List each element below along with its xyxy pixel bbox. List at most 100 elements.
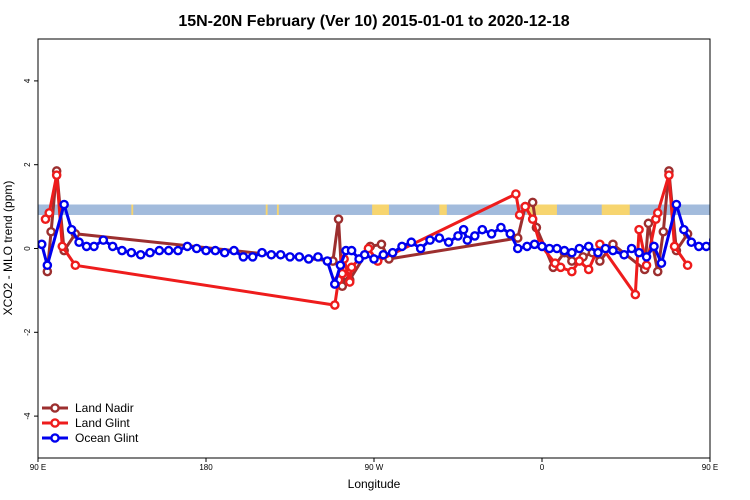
data-point-land-nadir bbox=[376, 239, 387, 250]
data-point-ocean-glint bbox=[275, 249, 286, 260]
land-segment bbox=[265, 204, 268, 215]
data-point-ocean-glint bbox=[583, 241, 594, 252]
data-point-ocean-glint bbox=[81, 241, 92, 252]
data-point-ocean-glint bbox=[529, 239, 540, 250]
x-tick-label: 0 bbox=[540, 463, 545, 472]
data-point-land-glint bbox=[669, 241, 680, 252]
data-point-land-glint bbox=[511, 189, 521, 199]
y-axis: -4 -2 0 2 4 bbox=[23, 78, 38, 420]
data-point-land-glint bbox=[344, 277, 355, 287]
data-point-ocean-glint bbox=[59, 199, 69, 210]
data-point-ocean-glint bbox=[734, 249, 741, 256]
data-point-ocean-glint bbox=[42, 260, 53, 271]
data-point-land-glint bbox=[527, 214, 538, 224]
x-tick-label: 90 E bbox=[702, 463, 718, 472]
data-point-ocean-glint bbox=[443, 237, 454, 248]
x-tick-label: 90 E bbox=[30, 463, 46, 472]
data-point-ocean-glint bbox=[397, 241, 407, 252]
land-segment bbox=[725, 205, 732, 215]
data-point-ocean-glint bbox=[257, 247, 267, 258]
data-point-ocean-glint bbox=[656, 258, 667, 268]
x-axis-label: Longitude bbox=[348, 477, 401, 491]
data-point-ocean-glint bbox=[415, 243, 426, 254]
data-point-ocean-glint bbox=[744, 251, 750, 258]
data-point-land-glint bbox=[641, 260, 652, 271]
data-point-ocean-glint bbox=[649, 241, 659, 252]
data-point-ocean-glint bbox=[117, 245, 127, 256]
data-point-land-nadir bbox=[658, 226, 669, 237]
data-point-ocean-glint bbox=[671, 199, 682, 210]
data-point-ocean-glint bbox=[369, 254, 379, 264]
y-tick-label: -4 bbox=[23, 412, 32, 420]
data-point-ocean-glint bbox=[626, 243, 637, 254]
legend-label-land-glint: Land Glint bbox=[75, 416, 130, 430]
data-point-ocean-glint bbox=[201, 245, 211, 256]
data-point-ocean-glint bbox=[294, 252, 305, 262]
data-point-land-glint bbox=[346, 262, 357, 273]
legend-marker-land-nadir bbox=[50, 403, 60, 413]
data-point-ocean-glint bbox=[593, 247, 603, 258]
data-point-land-glint bbox=[574, 256, 585, 266]
data-point-ocean-glint bbox=[322, 256, 333, 266]
data-point-ocean-glint bbox=[608, 245, 618, 256]
data-point-ocean-glint bbox=[359, 249, 370, 260]
data-point-land-nadir bbox=[595, 256, 605, 266]
data-point-ocean-glint bbox=[496, 222, 506, 233]
data-point-ocean-glint bbox=[406, 237, 417, 248]
data-point-ocean-glint bbox=[477, 224, 488, 235]
data-point-land-glint bbox=[583, 264, 594, 275]
data-point-land-glint bbox=[555, 262, 566, 273]
x-axis: 90 E 180 90 W 0 90 E bbox=[30, 458, 718, 472]
data-point-ocean-glint bbox=[725, 247, 732, 254]
legend-label-land-nadir: Land Nadir bbox=[75, 401, 134, 415]
data-point-ocean-glint bbox=[210, 245, 221, 256]
data-point-ocean-glint bbox=[453, 231, 463, 241]
data-point-land-glint bbox=[70, 260, 81, 271]
data-point-land-glint bbox=[664, 170, 674, 180]
land-segment bbox=[439, 204, 447, 215]
data-point-ocean-glint bbox=[229, 245, 239, 256]
data-point-land-nadir bbox=[333, 214, 344, 224]
data-point-ocean-glint bbox=[107, 241, 118, 252]
data-point-ocean-glint bbox=[303, 254, 314, 264]
data-point-ocean-glint bbox=[425, 235, 435, 245]
data-point-ocean-glint bbox=[641, 252, 652, 262]
data-point-ocean-glint bbox=[462, 235, 473, 245]
data-point-land-glint bbox=[51, 170, 62, 180]
land-segment bbox=[372, 204, 389, 215]
data-point-ocean-glint bbox=[619, 249, 629, 260]
data-point-land-glint bbox=[329, 300, 340, 310]
land-segment bbox=[131, 204, 134, 215]
data-point-land-glint bbox=[634, 224, 644, 235]
series-land-glint bbox=[40, 170, 693, 310]
y-tick-label: 2 bbox=[23, 162, 32, 167]
data-point-ocean-glint bbox=[434, 233, 445, 243]
series-ocean-glint bbox=[38, 199, 750, 289]
plot-area bbox=[37, 38, 750, 459]
data-point-ocean-glint bbox=[701, 241, 710, 252]
data-point-ocean-glint bbox=[378, 249, 389, 260]
data-point-land-nadir bbox=[567, 256, 577, 266]
data-point-ocean-glint bbox=[238, 252, 249, 262]
data-point-land-glint bbox=[567, 266, 577, 277]
data-point-ocean-glint bbox=[346, 245, 357, 256]
data-point-land-glint bbox=[630, 289, 641, 300]
data-point-land-glint bbox=[57, 241, 68, 252]
data-point-land-glint bbox=[520, 201, 531, 212]
land-segment bbox=[276, 204, 279, 215]
series-land-nadir bbox=[42, 166, 693, 292]
data-point-land-nadir bbox=[527, 197, 538, 208]
chart-title: 15N-20N February (Ver 10) 2015-01-01 to … bbox=[178, 13, 569, 30]
data-point-land-glint bbox=[682, 260, 693, 271]
data-point-ocean-glint bbox=[154, 245, 165, 256]
data-point-ocean-glint bbox=[173, 245, 183, 256]
legend-marker-land-glint bbox=[50, 418, 60, 428]
data-point-ocean-glint bbox=[285, 252, 295, 262]
data-point-ocean-glint bbox=[694, 241, 704, 252]
data-point-ocean-glint bbox=[634, 247, 644, 258]
data-point-ocean-glint bbox=[74, 237, 84, 248]
data-point-ocean-glint bbox=[537, 241, 547, 252]
data-point-ocean-glint bbox=[458, 224, 469, 235]
y-tick-label: -2 bbox=[23, 328, 32, 336]
